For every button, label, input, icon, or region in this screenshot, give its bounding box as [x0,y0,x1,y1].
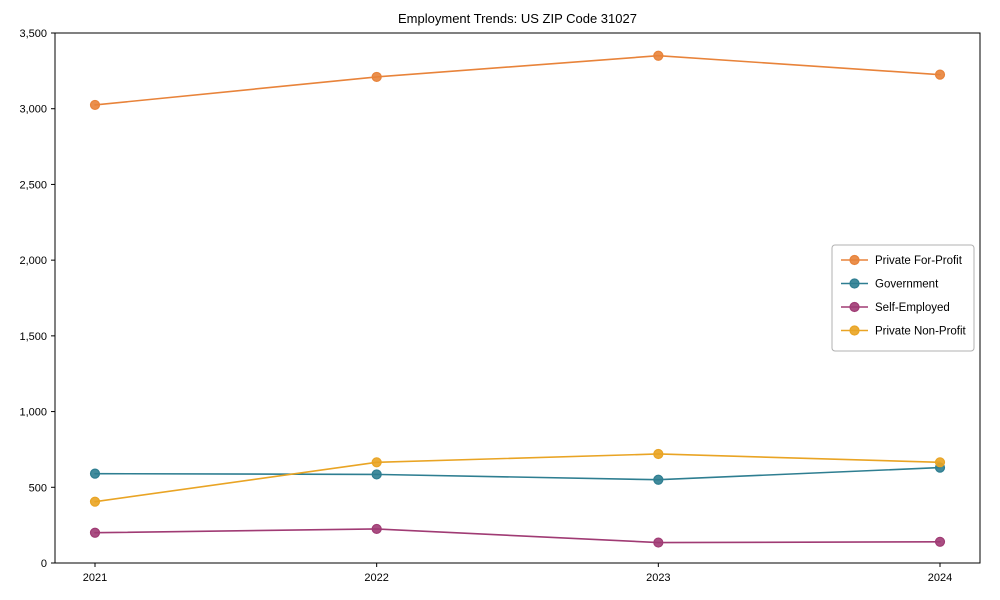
series-marker [89,527,101,538]
series-marker [89,99,101,111]
x-tick-label: 2021 [83,572,107,584]
chart-title: Employment Trends: US ZIP Code 31027 [398,11,637,26]
series-marker [653,448,664,460]
legend-marker-sample [849,278,860,289]
plot-area-border [54,32,981,564]
y-tick-label: 2,500 [19,179,47,191]
y-tick-label: 1,000 [19,407,47,419]
legend-marker-sample [849,325,860,336]
series-marker [89,496,101,507]
legend-label-private-non-profit: Private Non-Profit [875,326,967,338]
x-tick-label: 2024 [928,572,952,584]
series-marker [371,71,382,83]
legend-marker-sample [849,301,860,313]
series-marker [371,469,382,480]
y-tick-label: 2,000 [19,255,47,267]
series-line-self-employed [94,528,941,544]
series-marker [371,457,382,468]
series-marker [89,468,101,479]
series-marker [371,523,382,535]
y-tick-label: 500 [29,482,47,494]
y-tick-label: 1,500 [19,331,47,343]
y-tick-label: 3,000 [19,104,47,116]
y-tick-label: 0 [41,558,47,570]
legend-label-self-employed: Self-Employed [875,302,950,314]
x-tick-label: 2022 [364,572,388,584]
legend-box [831,244,975,352]
y-tick-label: 3,500 [19,28,47,40]
series-marker [653,474,664,485]
legend-marker-sample [849,254,860,266]
series-marker [934,457,946,468]
series-marker [934,536,946,547]
legend-label-government: Government [875,279,939,291]
series-line-private-non-profit [94,453,941,503]
series-marker [653,50,664,61]
legend-label-private-for-profit: Private For-Profit [875,255,963,267]
series-marker [934,69,946,80]
x-tick-label: 2023 [646,572,670,584]
series-line-private-for-profit [94,54,941,106]
series-marker [653,537,664,548]
series-line-government [94,466,941,481]
